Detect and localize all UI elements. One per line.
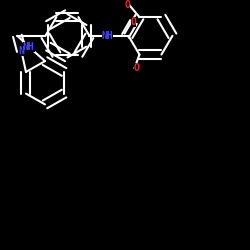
Text: NH: NH xyxy=(102,31,113,41)
Text: N: N xyxy=(18,46,24,56)
Text: O: O xyxy=(130,17,136,27)
Text: NH: NH xyxy=(23,42,34,52)
Text: O: O xyxy=(124,0,130,10)
Text: O: O xyxy=(134,63,140,73)
